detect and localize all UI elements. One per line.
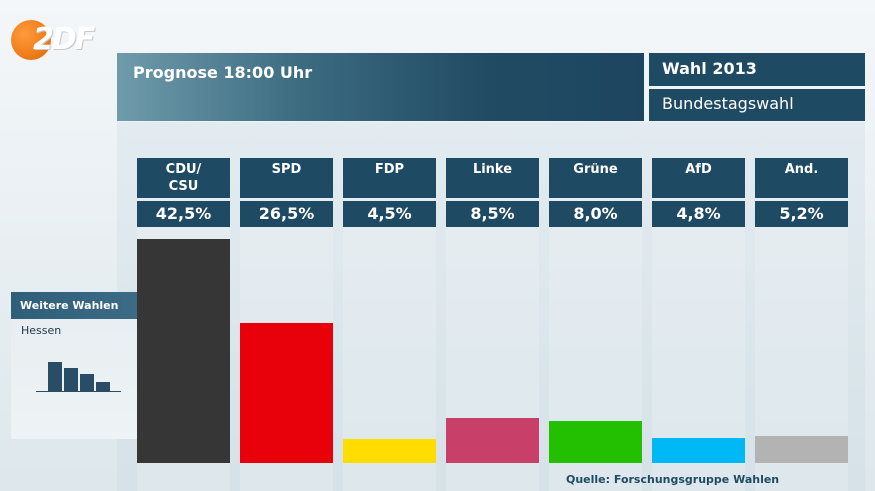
- mini-bar: [64, 368, 78, 391]
- zdf-logo-circle: [11, 20, 51, 60]
- mini-bar: [80, 374, 94, 391]
- party-label-cducsu: CDU/ CSU: [137, 158, 230, 198]
- value-label-grne: 8,0%: [549, 201, 642, 227]
- header-bar: Prognose 18:00 Uhr: [117, 53, 644, 121]
- bar-and: [755, 436, 848, 463]
- bar-linke: [446, 418, 539, 463]
- party-label-spd: SPD: [240, 158, 333, 198]
- value-label-linke: 8,5%: [446, 201, 539, 227]
- bar-spd: [240, 323, 333, 463]
- election-type-label: Bundestagswahl: [649, 89, 865, 121]
- page-title: Prognose 18:00 Uhr: [133, 63, 313, 82]
- bar-grne: [549, 421, 642, 463]
- source-note: Quelle: Forschungsgruppe Wahlen: [566, 473, 780, 486]
- more-elections-title[interactable]: Weitere Wahlen: [11, 292, 137, 319]
- zdf-logo-text: 2DF: [33, 22, 95, 58]
- zdf-logo-prefix: 2: [33, 22, 54, 57]
- party-label-grne: Grüne: [549, 158, 642, 198]
- zdf-logo-main: DF: [51, 22, 95, 57]
- election-year-label: Wahl 2013: [649, 53, 865, 86]
- bar-fdp: [343, 439, 436, 463]
- more-elections-item-hessen[interactable]: Hessen: [11, 319, 137, 439]
- party-label-fdp: FDP: [343, 158, 436, 198]
- party-label-and: And.: [755, 158, 848, 198]
- party-label-afd: AfD: [652, 158, 745, 198]
- more-elections-item-label: Hessen: [21, 324, 62, 337]
- bar-cducsu: [137, 239, 230, 463]
- value-label-and: 5,2%: [755, 201, 848, 227]
- mini-bar: [96, 382, 110, 391]
- mini-chart-baseline: [36, 391, 121, 392]
- zdf-logo: 2DF: [11, 20, 95, 60]
- bar-afd: [652, 438, 745, 463]
- value-label-spd: 26,5%: [240, 201, 333, 227]
- mini-bar: [48, 362, 62, 391]
- value-label-fdp: 4,5%: [343, 201, 436, 227]
- value-label-cducsu: 42,5%: [137, 201, 230, 227]
- value-label-afd: 4,8%: [652, 201, 745, 227]
- party-label-linke: Linke: [446, 158, 539, 198]
